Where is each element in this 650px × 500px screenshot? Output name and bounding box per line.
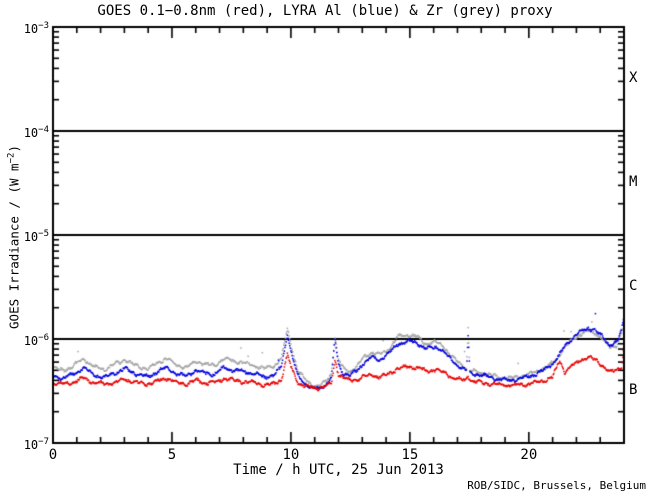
credit-text: ROB/SIDC, Brussels, Belgium: [467, 479, 646, 492]
y-tick-label: 10−4: [23, 125, 49, 140]
flare-class-label-c: C: [629, 278, 638, 294]
x-tick-label: 20: [520, 447, 538, 463]
y-axis-title: GOES Irradiance / (W m−2): [6, 145, 21, 329]
y-tick-label: 10−6: [23, 333, 49, 348]
x-tick-label: 15: [401, 447, 419, 463]
x-axis-title: Time / h UTC, 25 Jun 2013: [233, 462, 444, 478]
x-tick-label: 5: [167, 447, 177, 463]
y-tick-label: 10−5: [23, 229, 49, 244]
flare-class-label-m: M: [629, 174, 638, 190]
y-axis-title-suffix: ): [6, 145, 22, 153]
y-tick-label: 10−3: [23, 21, 49, 36]
y-axis-title-exponent: −2: [6, 152, 17, 164]
flare-class-label-b: B: [629, 382, 638, 398]
y-axis-title-text: GOES Irradiance / (W m: [6, 163, 22, 329]
chart-title: GOES 0.1−0.8nm (red), LYRA Al (blue) & Z…: [97, 3, 553, 19]
y-tick-label: 10−7: [23, 437, 49, 452]
flare-class-label-x: X: [629, 70, 638, 86]
x-tick-label: 0: [48, 447, 58, 463]
x-tick-label: 10: [282, 447, 300, 463]
